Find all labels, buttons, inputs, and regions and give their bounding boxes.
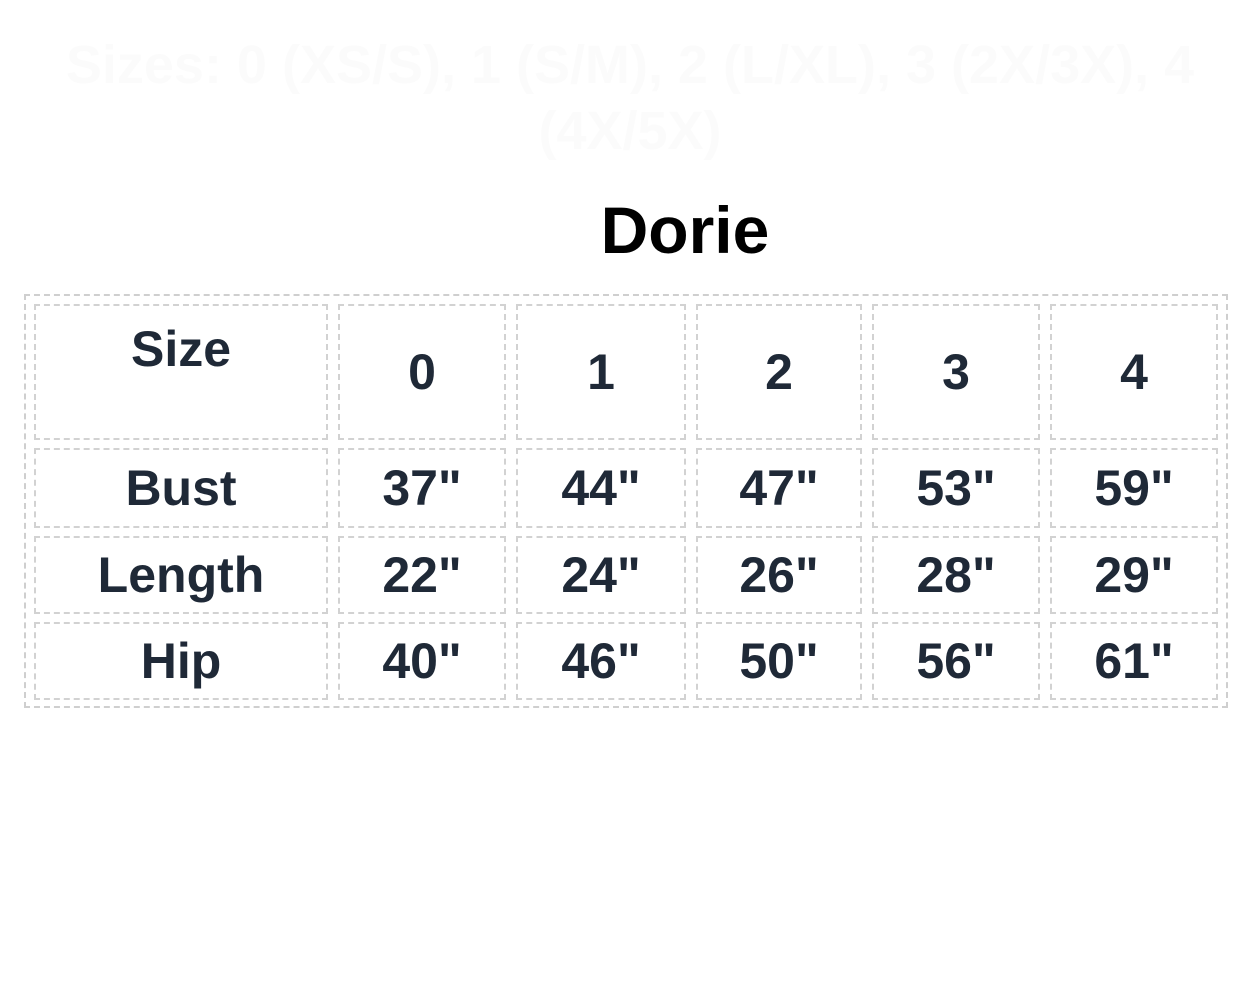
row-label-cell: Bust — [34, 448, 328, 528]
measurement-cell: 22" — [338, 536, 506, 614]
measurement-cell: 44" — [516, 448, 686, 528]
size-header-cell: 3 — [872, 304, 1040, 440]
measurement-cell: 37" — [338, 448, 506, 528]
measurement-cell: 40" — [338, 622, 506, 700]
measurement-cell: 47" — [696, 448, 862, 528]
size-chart-table — [24, 294, 1228, 708]
row-label-cell: Length — [34, 536, 328, 614]
size-header-cell: 0 — [338, 304, 506, 440]
measurement-cell: 53" — [872, 448, 1040, 528]
size-header-cell: 2 — [696, 304, 862, 440]
header-label-cell: Size — [34, 304, 328, 440]
measurement-cell: 61" — [1050, 622, 1218, 700]
measurement-cell: 29" — [1050, 536, 1218, 614]
measurement-cell: 59" — [1050, 448, 1218, 528]
measurement-cell: 46" — [516, 622, 686, 700]
measurement-cell: 26" — [696, 536, 862, 614]
measurement-cell: 50" — [696, 622, 862, 700]
size-header-cell: 4 — [1050, 304, 1218, 440]
measurement-cell: 28" — [872, 536, 1040, 614]
faint-sizes-header: Sizes: 0 (XS/S), 1 (S/M), 2 (L/XL), 3 (2… — [65, 35, 1195, 161]
measurement-cell: 24" — [516, 536, 686, 614]
product-title: Dorie — [600, 193, 770, 267]
row-label-cell: Hip — [34, 622, 328, 700]
measurement-cell: 56" — [872, 622, 1040, 700]
size-header-cell: 1 — [516, 304, 686, 440]
